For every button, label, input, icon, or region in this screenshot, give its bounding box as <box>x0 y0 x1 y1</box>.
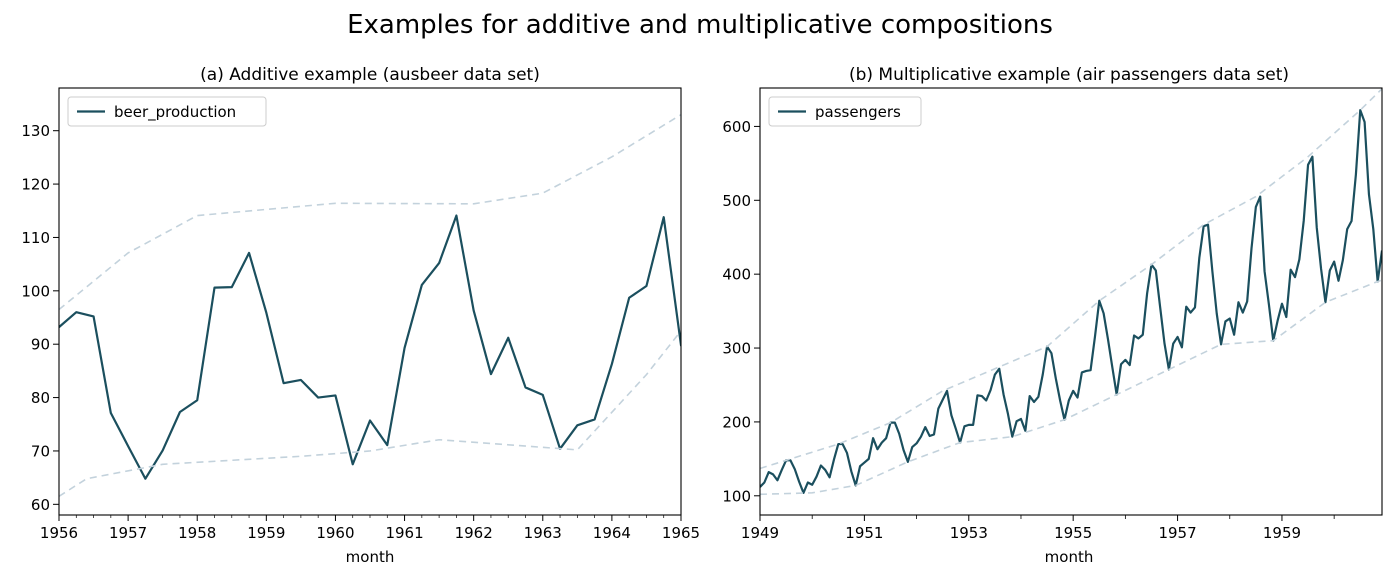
y-tick-label: 70 <box>31 442 50 460</box>
series-line <box>760 109 1382 494</box>
y-tick-label: 300 <box>722 340 751 358</box>
legend-label: beer_production <box>114 103 236 122</box>
x-tick-label: 1961 <box>385 524 423 542</box>
chart-multiplicative: (b) Multiplicative example (air passenge… <box>722 65 1383 566</box>
legend-label: passengers <box>815 103 901 121</box>
series-line <box>59 214 681 480</box>
x-tick-label: 1955 <box>1054 524 1092 542</box>
x-tick-label: 1959 <box>1263 524 1301 542</box>
y-tick-label: 60 <box>31 496 50 514</box>
y-tick-label: 80 <box>31 389 50 407</box>
y-tick-label: 600 <box>722 118 751 136</box>
y-tick-label: 130 <box>21 122 50 140</box>
x-tick-label: 1951 <box>845 524 883 542</box>
plot-frame <box>759 87 1383 516</box>
y-tick-label: 120 <box>21 176 50 194</box>
x-axis-label: month <box>1045 548 1094 566</box>
x-tick-label: 1949 <box>741 524 779 542</box>
y-tick-label: 110 <box>21 229 50 247</box>
x-tick-label: 1963 <box>524 524 562 542</box>
x-tick-label: 1957 <box>109 524 147 542</box>
x-tick-label: 1960 <box>316 524 354 542</box>
x-tick-label: 1957 <box>1158 524 1196 542</box>
envelope-line <box>760 279 1382 496</box>
y-tick-label: 400 <box>722 266 751 284</box>
x-tick-label: 1953 <box>950 524 988 542</box>
x-axis-label: month <box>346 548 395 566</box>
y-tick-label: 100 <box>722 487 751 505</box>
plot-area <box>760 88 1382 496</box>
x-tick-label: 1959 <box>247 524 285 542</box>
chart-title: (a) Additive example (ausbeer data set) <box>200 65 540 85</box>
x-tick-label: 1964 <box>593 524 631 542</box>
envelope-line <box>760 88 1382 470</box>
chart-title: (b) Multiplicative example (air passenge… <box>849 65 1289 85</box>
y-tick-label: 200 <box>722 413 751 431</box>
envelope-line <box>59 114 681 311</box>
x-tick-label: 1958 <box>178 524 216 542</box>
plot-area <box>59 114 681 497</box>
y-tick-label: 90 <box>31 336 50 354</box>
legend-box <box>67 96 267 127</box>
legend-box <box>768 96 922 127</box>
chart-additive: (a) Additive example (ausbeer data set) … <box>21 65 700 566</box>
x-tick-label: 1956 <box>40 524 78 542</box>
y-tick-label: 100 <box>21 282 50 300</box>
envelope-line <box>59 330 681 497</box>
y-tick-label: 500 <box>722 192 751 210</box>
figure-title: Examples for additive and multiplicative… <box>347 10 1053 40</box>
x-tick-label: 1965 <box>662 524 700 542</box>
x-tick-label: 1962 <box>455 524 493 542</box>
